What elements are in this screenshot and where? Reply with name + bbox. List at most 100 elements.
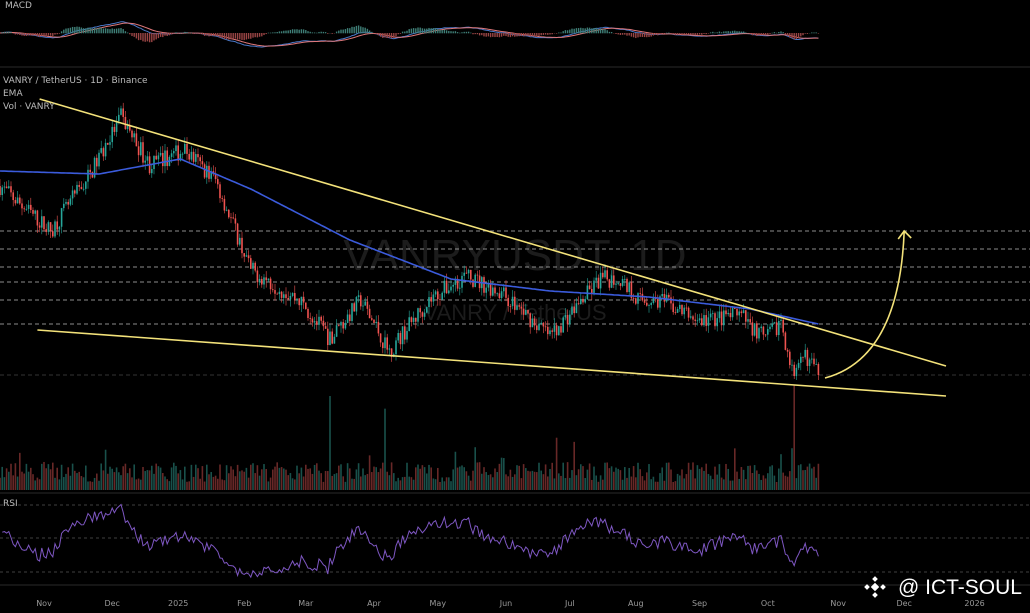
candle-body [500,291,503,299]
macd-histogram-bar [432,28,435,34]
volume-bar [467,475,470,490]
candle-body [606,270,608,280]
macd-histogram-bar [753,33,756,35]
candle-body [646,302,648,306]
volume-bar [591,479,593,490]
macd-histogram-bar [228,33,230,40]
macd-histogram-bar [82,28,85,34]
macd-histogram-bar [135,33,138,39]
macd-histogram-bar [690,33,692,35]
volume-bar [646,472,648,490]
volume-bar [408,476,410,490]
macd-histogram-bar [351,26,353,34]
candle-body [716,318,718,327]
macd-histogram-bar [247,33,250,39]
rsi-label[interactable]: RSI [3,499,18,509]
candle-body [536,325,538,330]
macd-histogram-bar [27,33,30,36]
macd-histogram-bar [696,33,699,35]
macd-histogram-bar [408,29,410,34]
volume-bar [60,464,63,490]
volume-bar [773,475,776,490]
volume-bar [423,467,426,490]
candle-body [745,310,747,322]
candle-body [102,148,105,157]
volume-bar [610,466,613,490]
volume-bar [100,463,102,490]
volume-bar [298,473,300,490]
candle-body [690,316,692,318]
macd-histogram-bar [107,28,109,34]
macd-histogram-bar [692,33,694,35]
macd-histogram-bar [723,31,725,34]
candle-body [771,323,773,327]
candle-body [443,280,446,293]
volume-bar [797,465,800,490]
macd-histogram-bar [393,33,395,38]
candle-body [252,262,254,269]
volume-bar [729,480,732,490]
macd-histogram-bar [703,33,705,34]
macd-histogram-bar [239,33,241,40]
volume-bar [771,465,773,490]
macd-histogram-bar [344,29,347,34]
time-axis-label: Dec [104,599,119,608]
volume-bar [159,467,162,490]
symbol-title[interactable]: VANRY / TetherUS · 1D · Binance [3,76,148,86]
volume-bar [56,467,58,490]
candle-body [375,321,377,324]
candle-body [258,278,261,283]
ema-label[interactable]: EMA [3,89,23,99]
candle-body [137,146,140,156]
volume-bar [302,476,305,490]
macd-histogram-bar [511,33,514,37]
candle-body [263,277,265,285]
volume-bar [342,476,344,490]
volume-bar [481,473,483,490]
volume-bar [489,474,492,490]
candle-body [775,322,778,336]
macd-histogram-bar [340,29,342,34]
volume-bar [327,471,329,490]
volume-bar [338,465,340,490]
macd-histogram-bar [795,33,798,40]
macd-histogram-bar [360,26,362,34]
macd-histogram-bar [232,33,234,39]
macd-histogram-bar [813,32,815,34]
candle-body [604,270,606,278]
volume-bar [566,462,569,490]
candle-body [767,329,769,335]
candle-body [681,304,683,315]
trendlines[interactable] [37,98,947,397]
volume-bar [232,469,234,490]
candle-body [129,125,131,131]
macd-histogram-bar [773,32,776,34]
macd-histogram-bar [16,33,19,35]
candle-body [817,363,820,375]
macd-histogram-bar [683,33,685,35]
time-axis-label: Jun [499,599,513,608]
candle-body [379,333,382,343]
macd-histogram-bar [525,33,527,36]
macd-histogram-bar [129,33,131,35]
volume-bar [104,449,107,490]
volume-label[interactable]: Vol · VANRY [3,102,55,112]
candle-body [652,297,655,303]
macd-histogram-bar [65,28,67,34]
volume-bar [780,454,782,490]
volume-bar [377,472,380,490]
candle-body [131,130,133,138]
macd-histogram-bar [366,28,369,34]
volume-bar [553,478,556,490]
candle-body [588,285,591,289]
volume-bar [313,464,316,490]
macd-histogram-bar [575,28,578,34]
candle-body [96,157,98,167]
macd-histogram-bar [731,30,734,34]
macd-histogram-bar [265,33,267,35]
candle-body [199,157,201,162]
macd-histogram-bar [5,31,8,34]
candle-body [428,297,430,308]
volume-bar [243,471,245,490]
